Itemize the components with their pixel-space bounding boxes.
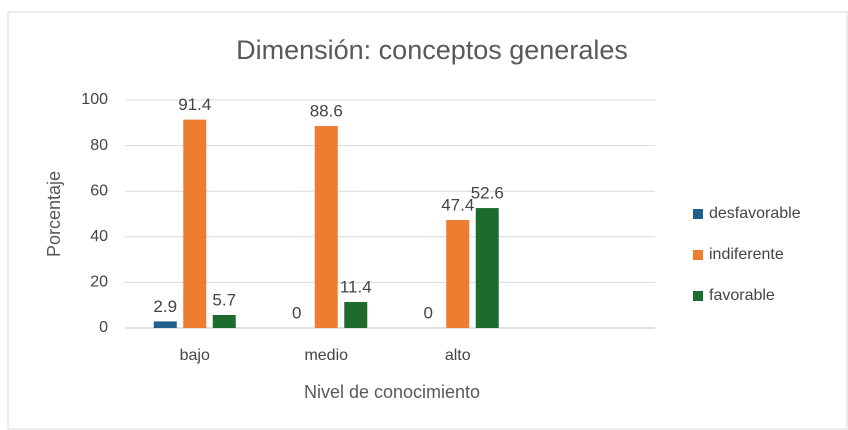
bar [153, 321, 177, 328]
data-label: 47.4 [441, 195, 474, 214]
x-tick-label: alto [445, 347, 471, 364]
bar [212, 315, 236, 328]
legend-swatch [693, 209, 703, 219]
legend-label: favorable [709, 287, 775, 304]
x-axis-label: Nivel de conocimiento [304, 382, 480, 402]
legend-label: indiferente [709, 246, 784, 263]
chart-frame [7, 11, 848, 430]
data-label: 0 [424, 303, 433, 322]
data-label: 2.9 [153, 297, 177, 316]
legend-swatch [693, 250, 703, 260]
legend-swatch [693, 291, 703, 301]
chart-title: Dimensión: conceptos generales [236, 35, 628, 65]
data-label: 5.7 [212, 290, 236, 309]
bar [314, 125, 338, 328]
data-label: 0 [292, 303, 301, 322]
y-tick-label: 0 [99, 319, 108, 336]
bar [446, 219, 470, 328]
bar [183, 119, 207, 328]
data-label: 11.4 [340, 277, 372, 296]
x-tick-label: medio [304, 347, 348, 364]
data-label: 52.6 [471, 184, 504, 203]
y-tick-label: 40 [90, 228, 108, 245]
data-label: 91.4 [178, 95, 211, 114]
data-label: 88.6 [310, 101, 343, 120]
bar [475, 208, 499, 328]
y-tick-label: 60 [90, 182, 108, 199]
y-tick-label: 80 [90, 137, 108, 154]
bar [344, 302, 368, 328]
x-tick-label: bajo [180, 347, 210, 364]
y-tick-label: 20 [90, 274, 108, 291]
legend-label: desfavorable [709, 205, 801, 222]
y-tick-label: 100 [81, 91, 108, 108]
y-axis-label: Porcentaje [44, 171, 64, 257]
